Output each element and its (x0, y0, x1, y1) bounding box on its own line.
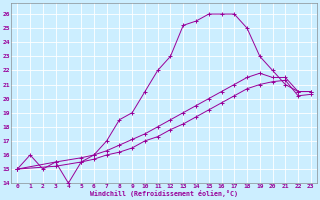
X-axis label: Windchill (Refroidissement éolien,°C): Windchill (Refroidissement éolien,°C) (90, 190, 238, 197)
